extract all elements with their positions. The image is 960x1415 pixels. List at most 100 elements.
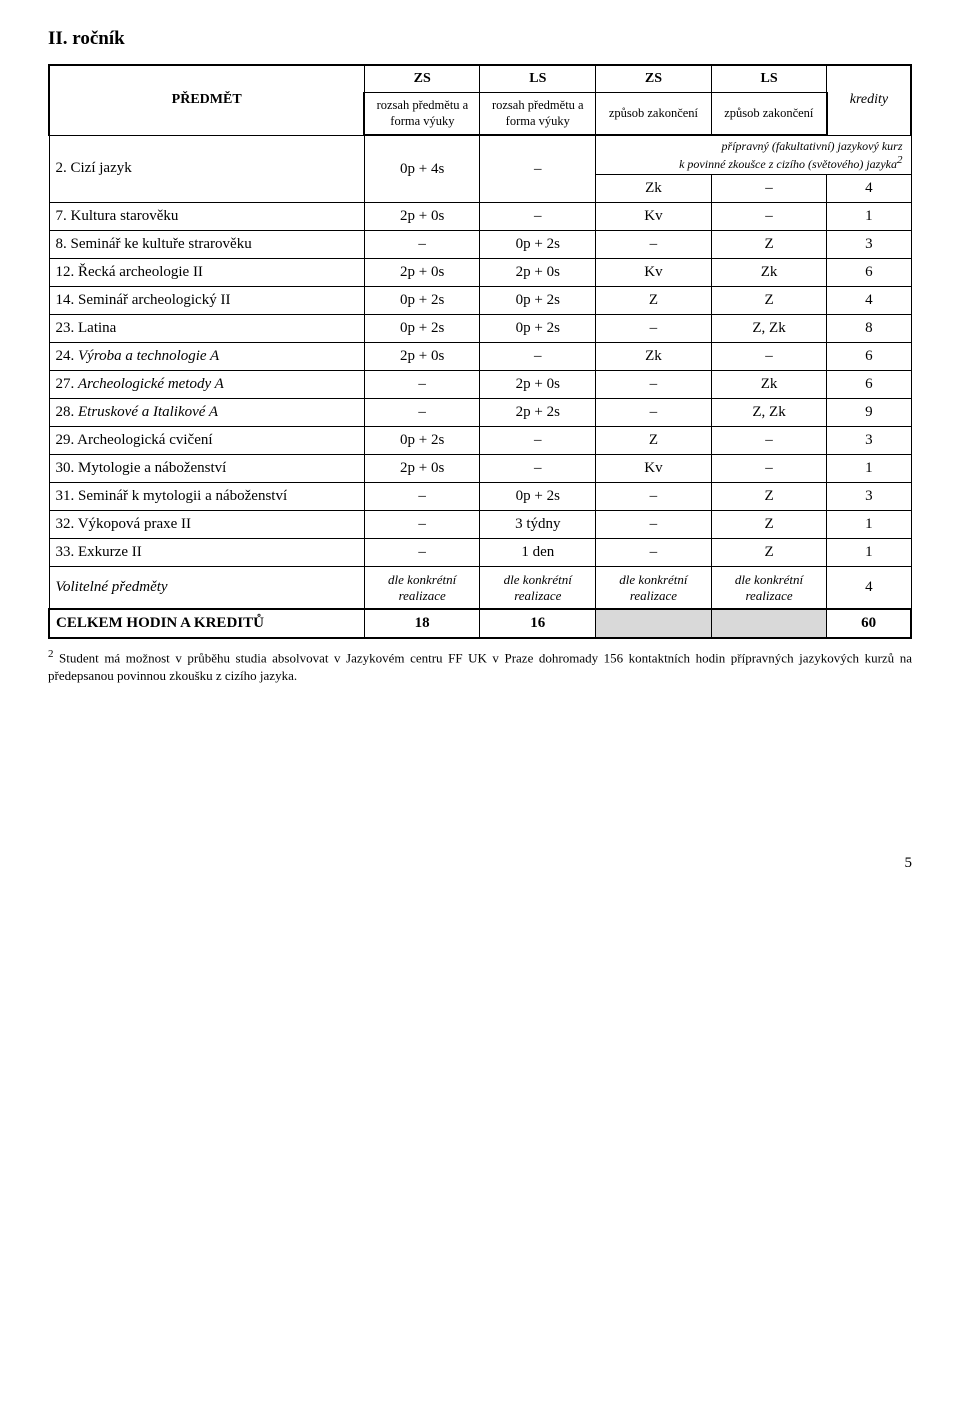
cell: –: [364, 539, 480, 567]
cell: Zk: [596, 343, 712, 371]
cell: –: [596, 231, 712, 259]
cell: 6: [827, 371, 911, 399]
col-kredity: kredity: [827, 65, 911, 135]
sum-e: 60: [827, 609, 911, 638]
table-row: 32. Výkopová praxe II–3 týdny–Z1: [49, 511, 911, 539]
curriculum-table: PŘEDMĚT ZS LS ZS LS kredity rozsah předm…: [48, 64, 912, 639]
cell: 0p + 2s: [480, 483, 596, 511]
subject-cell: 7. Kultura starověku: [49, 203, 364, 231]
sum-a: 18: [364, 609, 480, 638]
table-row: 14. Seminář archeologický II0p + 2s0p + …: [49, 287, 911, 315]
cell: 3 týdny: [480, 511, 596, 539]
cell: Z: [596, 427, 712, 455]
cell: –: [364, 511, 480, 539]
subject-cell: 24. Výroba a technologie A: [49, 343, 364, 371]
cell-zk-a: Zk: [596, 175, 712, 203]
sum-shade: [596, 609, 712, 638]
subject-cell: 14. Seminář archeologický II: [49, 287, 364, 315]
sum-b: 16: [480, 609, 596, 638]
cell: –: [480, 455, 596, 483]
table-row: 29. Archeologická cvičení0p + 2s–Z–3: [49, 427, 911, 455]
cell: Z: [596, 287, 712, 315]
footnote: 2 Student má možnost v průběhu studia ab…: [48, 647, 912, 684]
optional-cell: dle konkrétní realizace: [596, 567, 712, 610]
subject-cell: 23. Latina: [49, 315, 364, 343]
cell: –: [364, 483, 480, 511]
col-zs2-sub: způsob zakončení: [596, 93, 712, 136]
cell: –: [480, 203, 596, 231]
subject-cell: 30. Mytologie a náboženství: [49, 455, 364, 483]
optional-cell: dle konkrétní realizace: [480, 567, 596, 610]
cell: 2p + 0s: [364, 203, 480, 231]
cell: 0p + 2s: [364, 315, 480, 343]
cell: Z: [711, 483, 827, 511]
table-row: 8. Seminář ke kultuře strarověku–0p + 2s…: [49, 231, 911, 259]
kurz-line-2: k povinné zkoušce z cizího (světového) j…: [679, 157, 897, 171]
cell: 0p + 2s: [480, 315, 596, 343]
cell: 3: [827, 231, 911, 259]
cell: Zk: [711, 259, 827, 287]
cell: –: [596, 539, 712, 567]
cell: 1 den: [480, 539, 596, 567]
cell: 4: [827, 287, 911, 315]
summary-row: CELKEM HODIN A KREDITŮ 18 16 60: [49, 609, 911, 638]
cell-zs: 0p + 4s: [364, 135, 480, 202]
page-number: 5: [48, 855, 912, 872]
subject-cell: 33. Exkurze II: [49, 539, 364, 567]
optional-cell: dle konkrétní realizace: [364, 567, 480, 610]
cell: Z: [711, 539, 827, 567]
optional-label: Volitelné předměty: [49, 567, 364, 610]
cell: 6: [827, 259, 911, 287]
subject-cell: 2. Cizí jazyk: [49, 135, 364, 202]
col-ls2-sub: způsob zakončení: [711, 93, 827, 136]
cell: Z: [711, 231, 827, 259]
subject-cell: 31. Seminář k mytologii a náboženství: [49, 483, 364, 511]
cell: Z, Zk: [711, 315, 827, 343]
subject-cell: 32. Výkopová praxe II: [49, 511, 364, 539]
cell: 2p + 0s: [480, 259, 596, 287]
col-zs: ZS: [364, 65, 480, 93]
cell: Zk: [711, 371, 827, 399]
cell: 1: [827, 203, 911, 231]
cell: –: [711, 343, 827, 371]
cell: –: [711, 455, 827, 483]
cell: 2p + 0s: [364, 455, 480, 483]
sum-label: CELKEM HODIN A KREDITŮ: [49, 609, 364, 638]
sum-shade: [711, 609, 827, 638]
col-ls: LS: [480, 65, 596, 93]
table-row: 31. Seminář k mytologii a náboženství–0p…: [49, 483, 911, 511]
cell: –: [596, 511, 712, 539]
cell: 0p + 2s: [364, 287, 480, 315]
cell-zk-b: –: [711, 175, 827, 203]
cell: 1: [827, 455, 911, 483]
cell: –: [711, 203, 827, 231]
col-subject: PŘEDMĚT: [49, 65, 364, 135]
table-row: 30. Mytologie a náboženství2p + 0s–Kv–1: [49, 455, 911, 483]
table-row: 2. Cizí jazyk 0p + 4s – přípravný (fakul…: [49, 135, 911, 174]
cell: –: [480, 427, 596, 455]
cell: –: [596, 399, 712, 427]
cell: Z: [711, 511, 827, 539]
cell: 0p + 2s: [480, 287, 596, 315]
cell: 1: [827, 511, 911, 539]
table-row: 23. Latina0p + 2s0p + 2s–Z, Zk8: [49, 315, 911, 343]
cell: 2p + 0s: [364, 259, 480, 287]
col-ls2: LS: [711, 65, 827, 93]
cell: –: [596, 315, 712, 343]
cell: –: [596, 483, 712, 511]
cell: –: [596, 371, 712, 399]
optional-cell: dle konkrétní realizace: [711, 567, 827, 610]
page-heading: II. ročník: [48, 28, 912, 50]
cell: 2p + 0s: [364, 343, 480, 371]
cell: –: [364, 231, 480, 259]
cell: –: [480, 343, 596, 371]
col-ls-sub: rozsah předmětu a forma výuky: [480, 93, 596, 136]
cell: Kv: [596, 203, 712, 231]
table-row: 12. Řecká archeologie II2p + 0s2p + 0sKv…: [49, 259, 911, 287]
cell: 8: [827, 315, 911, 343]
subject-cell: 29. Archeologická cvičení: [49, 427, 364, 455]
optional-row: Volitelné předměty dle konkrétní realiza…: [49, 567, 911, 610]
optional-k: 4: [827, 567, 911, 610]
kurz-note-cell: přípravný (fakultativní) jazykový kurz k…: [596, 135, 911, 174]
cell: Z, Zk: [711, 399, 827, 427]
